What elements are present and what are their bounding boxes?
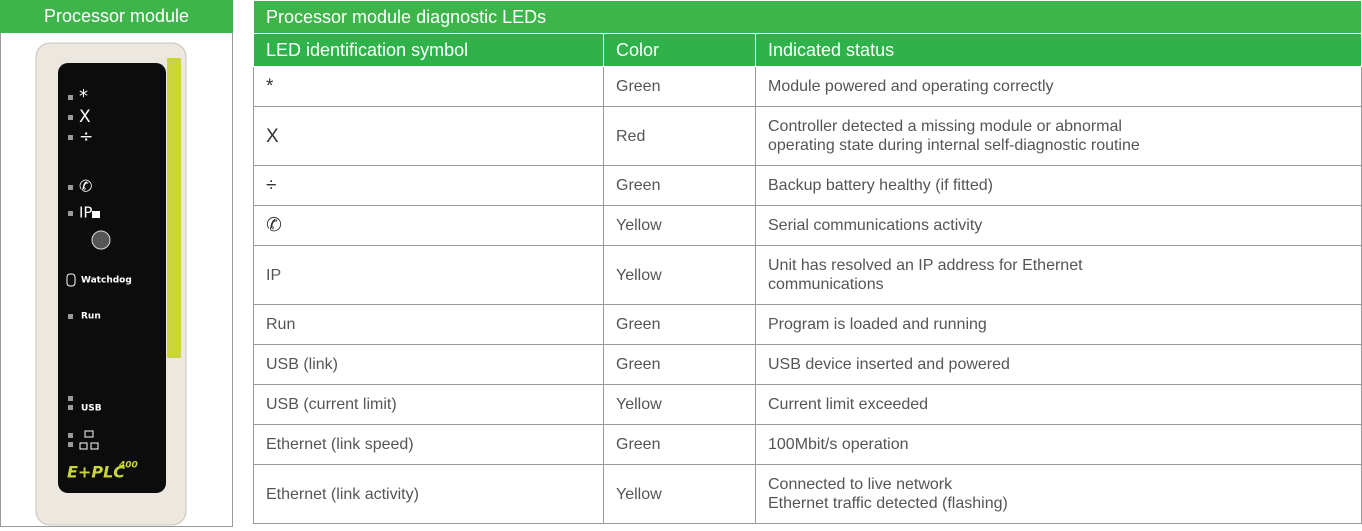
device-label: IP — [79, 204, 92, 222]
column-header: Indicated status — [756, 34, 1362, 67]
led-status: Backup battery healthy (if fitted) — [756, 166, 1362, 206]
led-symbol: Ethernet (link speed) — [254, 425, 604, 465]
device-label: * — [79, 86, 88, 107]
panel-title: Processor module — [0, 0, 233, 33]
led-status: 100Mbit/s operation — [756, 425, 1362, 465]
led-symbol: IP — [254, 246, 604, 305]
led-status: Program is loaded and running — [756, 305, 1362, 345]
led-color: Green — [604, 166, 756, 206]
led-table: Processor module diagnostic LEDs LED ide… — [253, 0, 1362, 524]
led-status: Connected to live network Ethernet traff… — [756, 465, 1362, 524]
lock-icon — [92, 211, 100, 218]
left-panel: Processor module *X÷ ✆ IP Watchdog Run USB E+P… — [0, 0, 233, 527]
led-symbol: * — [254, 67, 604, 107]
led-status: Module powered and operating correctly — [756, 67, 1362, 107]
device-label: USB — [81, 404, 102, 414]
led-symbol: ✆ — [254, 206, 604, 246]
device-label: Run — [81, 312, 101, 322]
led-status: USB device inserted and powered — [756, 345, 1362, 385]
device-label: Watchdog — [81, 276, 132, 286]
led-color: Yellow — [604, 246, 756, 305]
device-label: X — [79, 107, 91, 127]
led-color: Yellow — [604, 465, 756, 524]
device-strip — [167, 58, 181, 358]
led-color: Red — [604, 107, 756, 166]
column-header: Color — [604, 34, 756, 67]
column-header: LED identification symbol — [254, 34, 604, 67]
table-title: Processor module diagnostic LEDs — [254, 1, 1362, 34]
page: Processor module *X÷✆IPWatchdogRunUSBE+P… — [0, 0, 1362, 527]
led-symbol: Ethernet (link activity) — [254, 465, 604, 524]
led-symbol: USB (link) — [254, 345, 604, 385]
device-label: 400 — [118, 461, 138, 471]
led-symbol: Run — [254, 305, 604, 345]
device-label: E+PLC — [67, 463, 125, 482]
led-color: Green — [604, 67, 756, 107]
led-color: Yellow — [604, 385, 756, 425]
led-symbol: ÷ — [254, 166, 604, 206]
device-label: ✆ — [79, 177, 92, 196]
led-color: Green — [604, 305, 756, 345]
led-symbol: X — [254, 107, 604, 166]
led-status: Current limit exceeded — [756, 385, 1362, 425]
reset-button — [92, 231, 110, 249]
device-label: ÷ — [79, 127, 93, 147]
led-status: Serial communications activity — [756, 206, 1362, 246]
led-color: Green — [604, 345, 756, 385]
led-status: Unit has resolved an IP address for Ethe… — [756, 246, 1362, 305]
led-color: Yellow — [604, 206, 756, 246]
led-symbol: USB (current limit) — [254, 385, 604, 425]
led-status: Controller detected a missing module or … — [756, 107, 1362, 166]
led-color: Green — [604, 425, 756, 465]
